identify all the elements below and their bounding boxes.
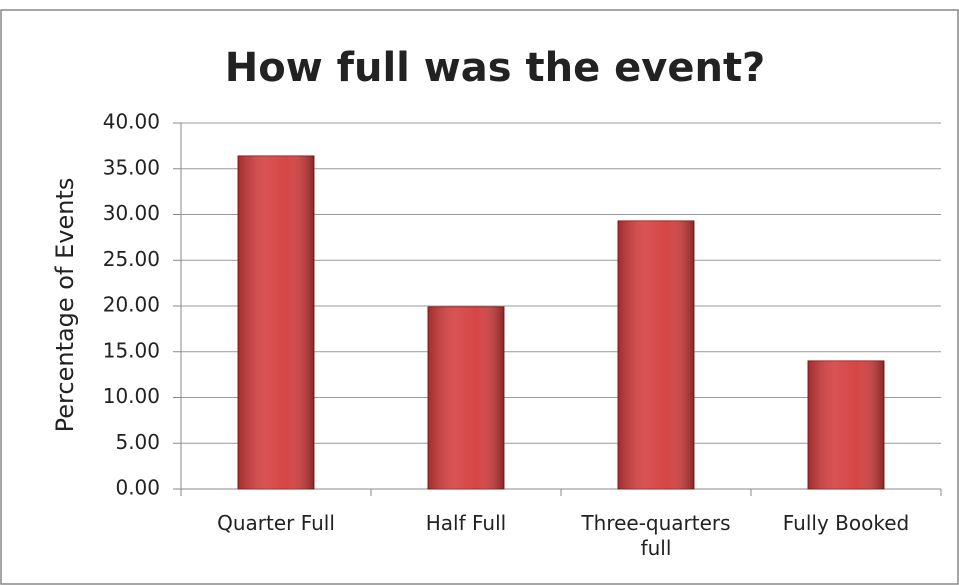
x-tick-label: Three-quarters full: [581, 511, 731, 560]
y-tick-label: 35.00: [103, 155, 160, 179]
y-tick-label: 0.00: [115, 476, 160, 500]
x-tick-label: Quarter Full: [217, 511, 335, 535]
bar-shade: [238, 155, 314, 489]
y-axis-label: Percentage of Events: [51, 178, 79, 433]
bar-shade: [808, 360, 884, 489]
x-tick-label: Fully Booked: [782, 511, 910, 535]
chart-border: [0, 9, 959, 585]
chart-title: How full was the event?: [225, 45, 766, 91]
y-tick-label: 15.00: [103, 338, 160, 362]
y-tick-label: 20.00: [103, 293, 160, 317]
y-tick-label: 10.00: [103, 384, 160, 408]
bar-shade: [428, 306, 504, 489]
x-tick-label: Half Full: [425, 511, 507, 535]
bar-shade: [618, 220, 694, 489]
y-tick-label: 25.00: [103, 247, 160, 271]
y-tick-label: 30.00: [103, 201, 160, 225]
y-tick-label: 40.00: [103, 110, 160, 134]
y-tick-label: 5.00: [115, 430, 160, 454]
